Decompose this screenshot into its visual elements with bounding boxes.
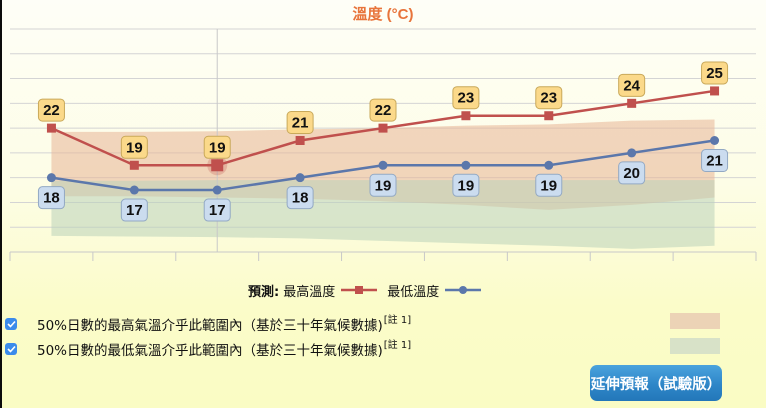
max-temp-label: 19 [203,135,231,159]
svg-text:18: 18 [292,190,309,207]
window-left-edge [0,0,2,408]
min-band-checkbox[interactable] [5,343,17,355]
min-band-toggle-row: 50%日數的最低氣溫介乎此範圍內（基於三十年氣候數據) [註 1] [5,339,411,359]
max-temp-label: 19 [120,135,148,159]
min-band-note-link[interactable]: [註 1] [383,339,412,351]
svg-text:19: 19 [458,177,475,194]
min-temp-label: 17 [120,198,148,222]
svg-text:17: 17 [209,202,226,219]
min-temp-label: 19 [535,173,563,197]
chart-title: 溫度 (°C) [352,6,414,23]
min-temp-label: 19 [452,173,480,197]
legend-prefix: 預測: [248,284,280,300]
svg-text:19: 19 [209,139,226,156]
legend-item-min[interactable]: 最低溫度 [387,281,482,300]
min-temp-label: 17 [203,198,231,222]
data-labels: 22 19 19 21 22 23 23 24 25 18 17 17 18 19 19 19 20 21 [37,61,729,222]
min-temp-label: 21 [701,149,729,172]
svg-text:17: 17 [126,202,143,219]
max-band-checkbox[interactable] [5,318,17,330]
chart-legend: 預測: 最高溫度 最低溫度 [248,281,491,300]
temperature-chart: 22 19 19 21 22 23 23 24 25 18 17 17 18 19 19 19 20 21 [9,28,757,261]
min-temp-label: 19 [369,173,397,197]
svg-text:23: 23 [458,90,475,107]
svg-text:21: 21 [292,115,309,132]
max-temp-label: 21 [286,111,314,134]
min-band-label: 50%日數的最低氣溫介乎此範圍內（基於三十年氣候數據) [37,343,383,359]
extended-forecast-button[interactable]: 延伸預報（試驗版） [590,365,722,401]
svg-text:24: 24 [623,77,640,94]
max-band-toggle-row: 50%日數的最高氣溫介乎此範圍內（基於三十年氣候數據) [註 1] [5,314,411,334]
legend-item-max[interactable]: 最高溫度 [283,281,378,300]
svg-text:22: 22 [375,102,392,119]
svg-text:20: 20 [623,165,640,182]
legend-min-label: 最低溫度 [387,284,440,300]
max-temp-label: 22 [369,98,397,122]
max-temp-label: 24 [618,73,646,97]
svg-text:19: 19 [375,177,392,194]
svg-text:23: 23 [540,90,557,107]
min-temp-label: 18 [37,186,65,210]
svg-text:21: 21 [706,153,723,170]
legend-max-label: 最高溫度 [283,284,336,300]
circle-marker-line-icon [445,286,482,294]
min-band-swatch [670,338,720,354]
max-temp-label: 22 [37,98,65,122]
series-lines [46,86,720,195]
min-temp-label: 20 [618,161,646,185]
max-temp-label: 23 [535,86,563,110]
max-temp-label: 23 [452,86,480,110]
square-marker-line-icon [341,286,378,294]
max-temp-label: 25 [701,61,729,85]
svg-text:22: 22 [43,102,60,119]
svg-text:19: 19 [126,139,143,156]
svg-text:19: 19 [540,177,557,194]
svg-text:25: 25 [706,65,723,82]
max-band-label: 50%日數的最高氣溫介乎此範圍內（基於三十年氣候數據) [37,318,383,334]
checkmark-icon [6,320,16,328]
checkmark-icon [6,345,16,353]
svg-text:18: 18 [43,190,60,207]
min-temp-label: 18 [286,186,314,210]
max-band-note-link[interactable]: [註 1] [383,314,412,326]
max-band-swatch [670,313,720,329]
